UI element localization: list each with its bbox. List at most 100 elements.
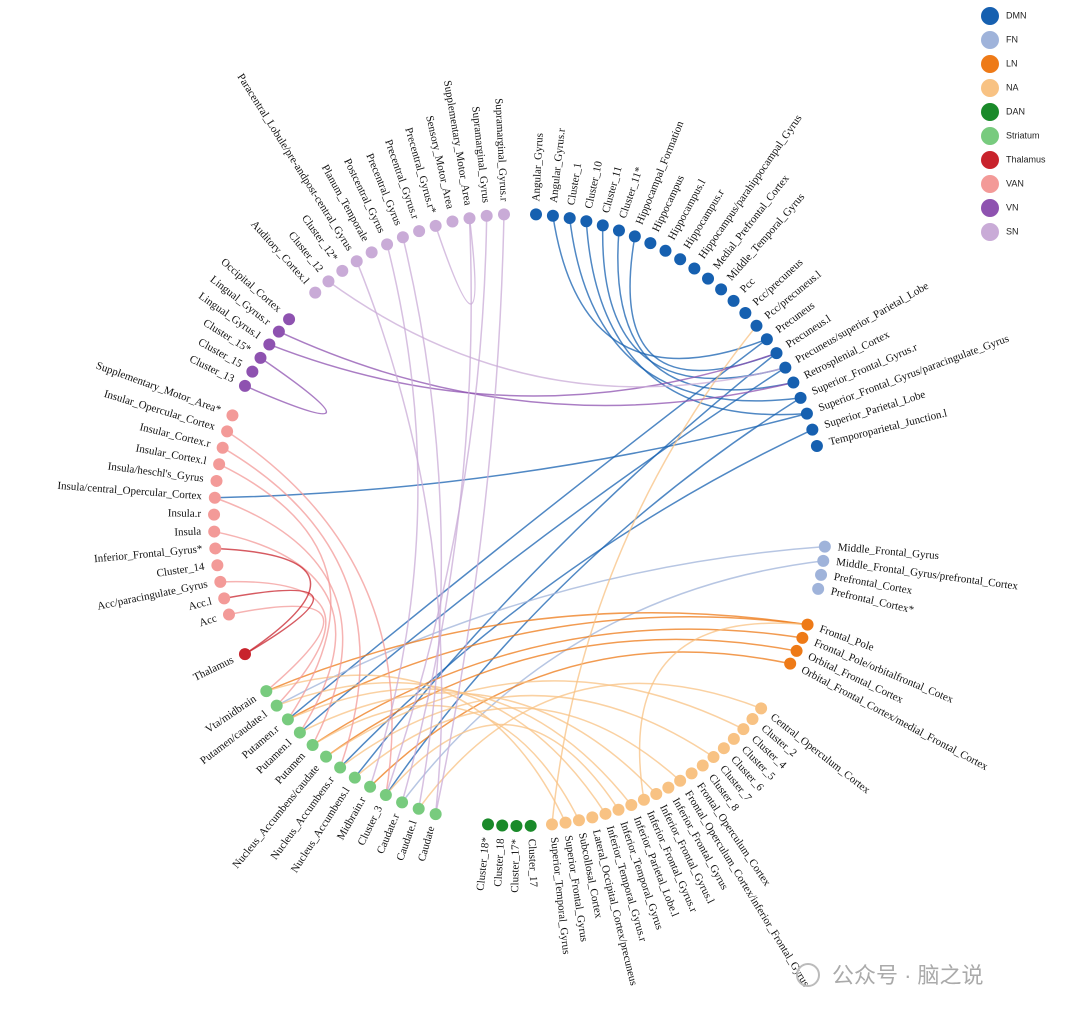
node-dot (246, 365, 259, 378)
node-dot (612, 803, 625, 816)
node-dot (702, 272, 715, 285)
connection (434, 214, 505, 815)
node-dot (727, 732, 740, 745)
node-dot (770, 347, 783, 360)
node-dot (674, 253, 687, 266)
connection (585, 221, 807, 416)
node-label: Angular_Gyrus (530, 133, 546, 202)
connection (328, 280, 786, 388)
connection (552, 215, 768, 360)
node-label: Thalamus (191, 654, 235, 684)
node-dot (779, 361, 792, 374)
node-dot (801, 618, 814, 631)
connection (276, 545, 825, 707)
connection (369, 244, 419, 787)
node-label: Central_Operculum_Cortex (768, 711, 873, 796)
connection (369, 651, 791, 788)
connection (226, 430, 393, 796)
node-dot (281, 713, 294, 726)
node-dot (696, 759, 709, 772)
connection (214, 412, 808, 499)
node-dot (283, 313, 296, 326)
node-dot (208, 508, 221, 521)
connection (228, 605, 325, 692)
connection (385, 397, 801, 796)
node-dot (659, 244, 672, 257)
node-dot (412, 802, 425, 815)
node-dot (238, 379, 251, 392)
node-dot (810, 439, 823, 452)
node-dot (572, 814, 585, 827)
node-dot (209, 542, 222, 555)
connection (312, 704, 580, 821)
node-dot (784, 657, 797, 670)
node-dot (717, 742, 730, 755)
node-dot (580, 215, 593, 228)
node-label: Inferior_Frontal_Gyrus* (93, 543, 202, 565)
node-label: Angular_Gyrus.r (548, 127, 568, 203)
node-dot (463, 212, 476, 225)
connection (244, 357, 327, 415)
watermark-icon (796, 963, 820, 987)
legend-swatch (981, 223, 999, 241)
node-dot (260, 685, 273, 698)
node-dot (306, 739, 319, 752)
legend: DMN FN LN NA DAN Striatum Thalamus VAN VN SN (981, 7, 1046, 241)
node-label: Insula.r (168, 507, 202, 520)
legend-label: VN (1006, 202, 1019, 212)
connection (617, 230, 794, 391)
node-label: Cluster_18 (492, 838, 507, 887)
node-dot (612, 224, 625, 237)
connection (276, 681, 607, 815)
node-label: Cluster_17* (509, 839, 522, 893)
node-label: Insula (174, 526, 201, 539)
node-label: Cluster_17 (526, 839, 540, 888)
legend-swatch (981, 103, 999, 121)
node-dot (208, 491, 221, 504)
node-label: Caudate (416, 825, 438, 863)
connection (402, 237, 443, 809)
node-dot (739, 307, 752, 320)
connection (287, 687, 632, 806)
node-label: Hippocampus/parahippocampal_Gyrus (696, 113, 804, 261)
connection (220, 580, 327, 707)
node-dot (800, 407, 813, 420)
legend-label: FN (1006, 34, 1018, 44)
legend-label: NA (1006, 82, 1019, 92)
node-dot (637, 793, 650, 806)
connection (287, 338, 768, 720)
legend-label: LN (1006, 58, 1018, 68)
node-dot (644, 237, 657, 250)
node-dot (334, 761, 347, 774)
connection (638, 622, 808, 800)
node-dot (429, 219, 442, 232)
node-label: Acc.l (187, 595, 213, 613)
node-dot (817, 554, 830, 567)
node-dot (238, 648, 251, 661)
node-dot (563, 212, 576, 225)
node-dot (650, 787, 663, 800)
node-dot (524, 819, 537, 832)
node-dot (210, 474, 223, 487)
connection (266, 611, 808, 692)
node-dot (812, 582, 825, 595)
node-label: Supramarginal_Gyrus.r (492, 98, 509, 202)
node-label: Cluster_14 (156, 561, 206, 580)
node-dot (737, 723, 750, 736)
node-dot (263, 338, 276, 351)
legend-swatch (981, 127, 999, 145)
node-dot (497, 208, 510, 221)
node-dot (364, 780, 377, 793)
node-dot (787, 376, 800, 389)
node-label: Pcc (738, 276, 758, 296)
node-dot (396, 796, 409, 809)
connection (214, 530, 337, 733)
connection (356, 260, 443, 815)
connection (385, 215, 488, 796)
connection (278, 330, 794, 407)
node-dot (350, 255, 363, 268)
node-dot (322, 275, 335, 288)
node-dot (510, 819, 523, 832)
node-dot (707, 751, 720, 764)
connection (551, 325, 758, 825)
